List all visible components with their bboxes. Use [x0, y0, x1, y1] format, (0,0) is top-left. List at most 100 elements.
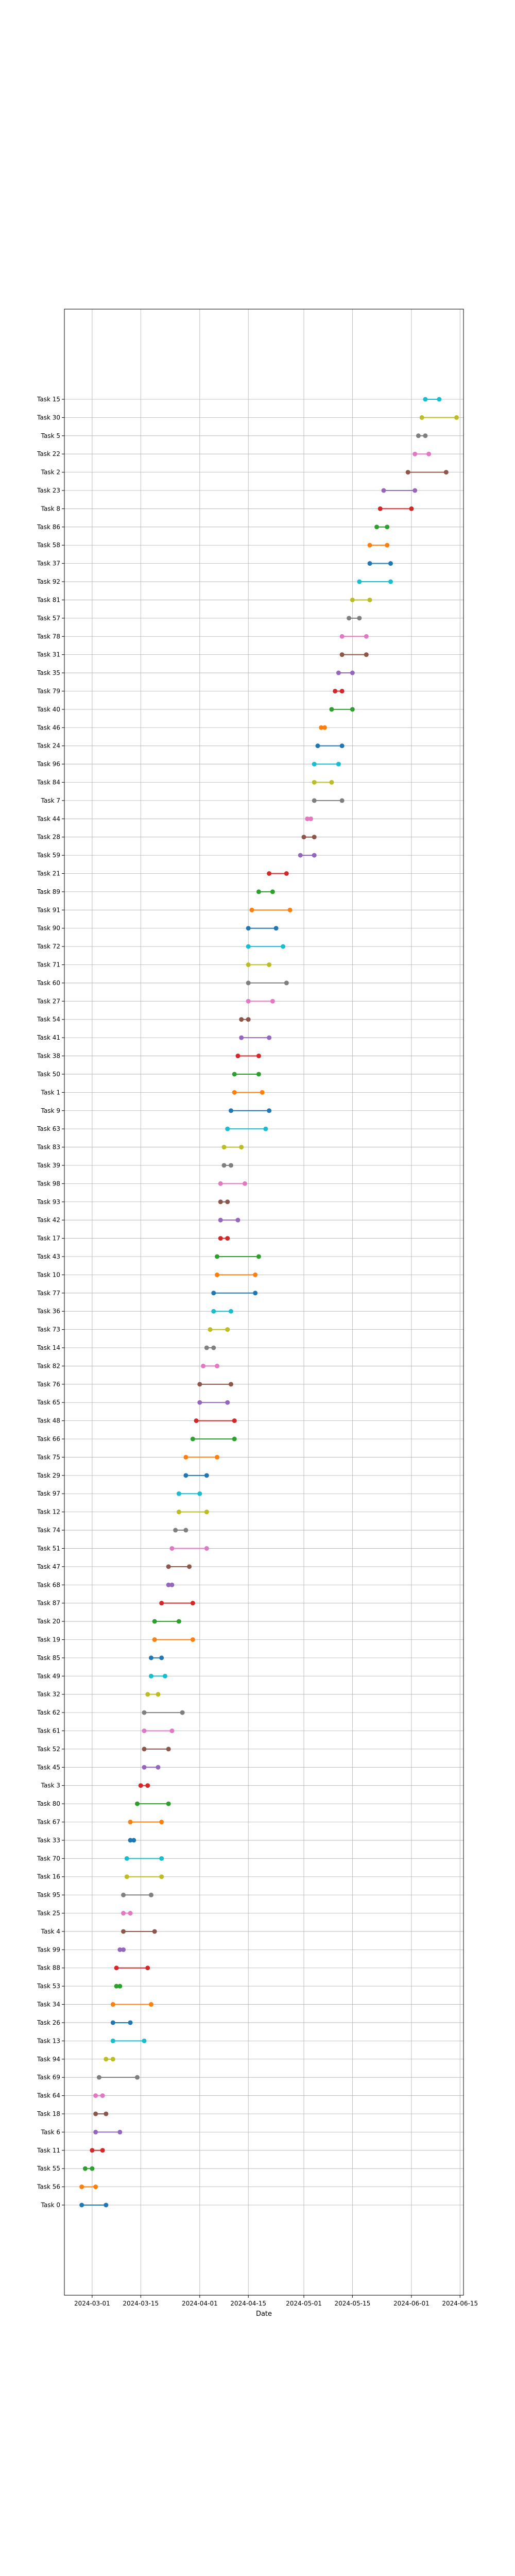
x-axis-label: Date [256, 2310, 272, 2318]
task-range [138, 1783, 150, 1788]
task-range [246, 962, 272, 968]
end-point [339, 798, 345, 803]
end-point [104, 2202, 109, 2208]
y-tick-label: Task 47 [37, 1563, 60, 1570]
task-range [183, 1473, 209, 1478]
task-range [367, 543, 390, 548]
end-point [329, 779, 334, 785]
start-point [79, 2202, 84, 2208]
end-point [225, 1327, 230, 1332]
y-tick-label: Task 96 [37, 760, 60, 768]
task-range [211, 1291, 258, 1296]
y-tick-label: Task 16 [37, 1873, 60, 1880]
y-tick-label: Task 97 [37, 1490, 60, 1497]
y-tick-label: Task 71 [37, 961, 60, 969]
start-point [166, 1582, 171, 1587]
start-point [312, 761, 317, 767]
y-tick-label: Task 20 [37, 1618, 60, 1625]
start-point [215, 1254, 220, 1259]
end-point [197, 1491, 202, 1496]
end-point [312, 853, 317, 858]
y-tick-label: Task 23 [37, 487, 60, 494]
y-tick-label: Task 43 [37, 1253, 60, 1260]
task-range [225, 1126, 268, 1131]
start-point [329, 707, 334, 712]
end-point [287, 907, 293, 912]
task-range [142, 1765, 161, 1770]
start-point [110, 2038, 115, 2043]
y-tick-label: Task 58 [37, 541, 60, 549]
start-point [221, 1163, 227, 1168]
end-point [267, 962, 272, 968]
task-range [232, 1090, 265, 1095]
end-point [232, 1418, 237, 1423]
end-point [162, 1673, 167, 1679]
end-point [273, 926, 279, 931]
end-point [187, 1564, 192, 1569]
end-point [211, 1345, 216, 1350]
start-point [221, 1145, 227, 1150]
y-tick-label: Task 83 [37, 1144, 60, 1151]
end-point [128, 1911, 133, 1916]
task-range [173, 1528, 188, 1533]
y-tick-label: Task 68 [37, 1581, 60, 1588]
start-point [232, 1090, 237, 1095]
y-tick-label: Task 51 [37, 1545, 60, 1552]
end-point [267, 1108, 272, 1113]
task-range [419, 415, 459, 420]
end-point [336, 761, 341, 767]
task-range [416, 433, 428, 438]
start-point [90, 2148, 95, 2153]
end-point [256, 1254, 261, 1259]
start-point [218, 1217, 223, 1223]
task-range [124, 1856, 164, 1861]
x-tick-label: 2024-06-01 [393, 2300, 430, 2307]
task-range [319, 725, 327, 730]
task-range [142, 1728, 175, 1733]
y-tick-label: Task 99 [37, 1946, 60, 1953]
y-tick-label: Task 21 [37, 870, 60, 877]
end-point [159, 1820, 164, 1825]
start-point [218, 1236, 223, 1241]
end-point [121, 1947, 126, 1952]
end-point [235, 1217, 241, 1223]
start-point [377, 506, 383, 511]
start-point [218, 1199, 223, 1205]
start-point [419, 415, 424, 420]
y-tick-label: Task 4 [41, 1928, 60, 1935]
start-point [246, 944, 251, 949]
start-point [110, 2020, 115, 2025]
y-tick-label: Task 65 [37, 1399, 60, 1406]
end-point [267, 1035, 272, 1040]
end-point [190, 1637, 195, 1642]
end-point [142, 2038, 147, 2043]
task-range [176, 1510, 209, 1515]
start-point [110, 2002, 115, 2007]
y-tick-label: Task 26 [37, 2019, 60, 2026]
task-range [197, 1382, 233, 1387]
task-range [413, 451, 432, 456]
task-range [204, 1345, 216, 1350]
x-tick-label: 2024-05-01 [286, 2300, 322, 2307]
y-tick-label: Task 0 [41, 2201, 60, 2209]
end-point [339, 688, 345, 693]
start-point [142, 1728, 147, 1733]
start-point [305, 816, 310, 821]
start-point [350, 597, 355, 602]
x-gridlines [92, 309, 460, 2295]
y-tick-label: Task 12 [37, 1509, 60, 1516]
end-point [253, 1272, 258, 1277]
x-axis: 2024-03-01 2024-03-15 2024-04-01 2024-04-15… [74, 2295, 478, 2307]
y-tick-label: Task 49 [37, 1672, 60, 1680]
start-point [121, 1892, 126, 1897]
start-point [148, 1655, 153, 1660]
y-tick-label: Task 98 [37, 1180, 60, 1187]
start-point [416, 433, 421, 438]
plot-area [64, 309, 464, 2295]
y-tick-label: Task 25 [37, 1910, 60, 1917]
end-point [228, 1382, 233, 1387]
end-point [159, 1655, 164, 1660]
task-range [166, 1564, 192, 1569]
end-point [159, 1856, 164, 1861]
